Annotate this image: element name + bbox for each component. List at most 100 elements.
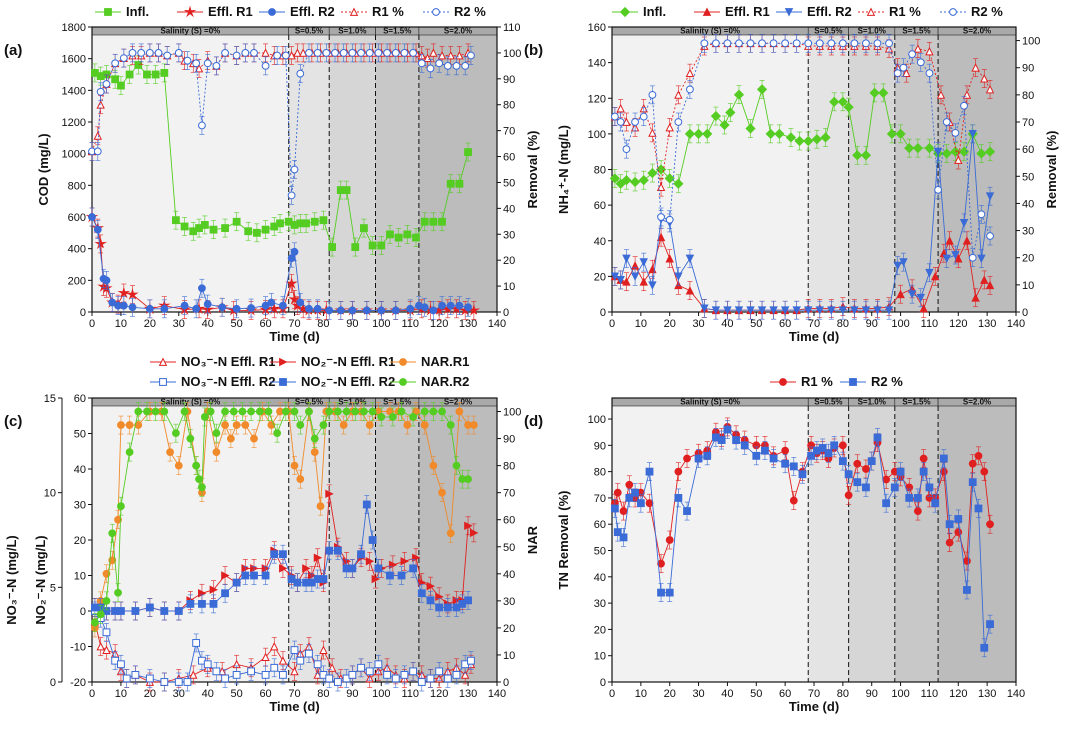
panel-3-data-point <box>232 421 241 429</box>
panel-2-data-point <box>980 74 989 83</box>
panel-1-data-point <box>241 49 250 57</box>
panel-3-legend-entry: NAR.R1 <box>390 354 469 369</box>
panel-4-data-point <box>913 507 922 515</box>
panel-2-data-point <box>616 103 625 113</box>
panel-3-x-axis-label: Time (d) <box>269 699 319 714</box>
panel-3-data-point <box>296 656 305 665</box>
panel-3-data-point <box>189 670 198 679</box>
panel-3-data-point <box>270 663 279 672</box>
panel-3-data-point <box>362 500 371 509</box>
panel-4-data-point <box>625 494 634 502</box>
panel-1-y-tick-label: 200 <box>68 275 86 287</box>
panel-3-data-point <box>238 407 247 416</box>
panel-1-legend-label: Effl. R2 <box>290 4 335 19</box>
panel-2-data-point <box>685 286 695 295</box>
panel-2-data-point <box>925 268 934 278</box>
panel-3-data-point <box>290 461 299 470</box>
panel-1-data-point <box>218 303 227 312</box>
panel-1-data-point <box>128 303 137 312</box>
panel-4-data-point <box>781 459 790 468</box>
panel-1-data-point <box>134 61 143 69</box>
panel-1-y-tick-label: 1400 <box>62 85 86 97</box>
panel-1-data-point <box>435 59 444 68</box>
panel-3-data-point <box>348 671 357 679</box>
panel-1-data-point <box>455 179 464 188</box>
panel-1-y2-tick-label: 50 <box>503 177 515 189</box>
panel-3-data-point <box>313 553 323 562</box>
panel-4-legend-label: R1 % <box>801 374 833 389</box>
panel-2-data-point <box>827 306 836 315</box>
panel-2-data-point <box>985 192 995 201</box>
panel-3-legend-entry: NO₂⁻-N Effl. R2 <box>270 374 395 389</box>
panel-2-x-tick-label: 40 <box>721 318 733 330</box>
panel-4-x-tick-label: 130 <box>978 688 996 700</box>
panel-1-data-point <box>247 304 256 312</box>
panel-3-data-point <box>96 641 105 651</box>
panel-2-legend-label: Infl. <box>643 4 666 19</box>
panel-4-data-point <box>789 462 798 471</box>
panel-4-data-point <box>974 451 983 460</box>
panel-3-legend-marker <box>158 357 168 366</box>
panel-4-y-tick-label: 90 <box>594 440 606 452</box>
panel-1-legend-marker <box>268 8 276 16</box>
panel-4-data-point <box>974 504 983 513</box>
panel-2-y2-tick-label: 90 <box>1022 63 1034 75</box>
panel-4-data-point <box>873 433 882 442</box>
panel-3-data-point <box>409 413 418 421</box>
panel-3-x-tick-label: 140 <box>488 688 506 700</box>
panel-1-legend-entry: R2 % <box>423 4 486 19</box>
panel-3-legend-marker <box>399 378 407 386</box>
panel-4-data-point <box>862 483 870 492</box>
panel-2-data-point <box>657 213 665 221</box>
panel-1-data-point <box>102 276 111 285</box>
panel-3-data-point <box>368 536 377 544</box>
panel-1-segment-label: S=1.0% <box>338 27 366 36</box>
panel-4-data-point <box>980 643 989 652</box>
panel-3-data-point <box>313 670 322 679</box>
panel-3-data-point <box>316 502 325 511</box>
panel-1-data-point <box>96 100 105 109</box>
panel-2-data-point <box>924 143 935 154</box>
panel-4-data-point <box>781 446 790 455</box>
panel-3-data-point <box>360 407 368 416</box>
panel-4-data-point <box>717 436 726 444</box>
panel-2-series-3 <box>610 124 995 320</box>
panel-1-data-point <box>183 56 192 65</box>
panel-4-data-point <box>613 488 622 497</box>
panel-1-y2-tick-label: 10 <box>503 281 515 293</box>
panel-3-data-point <box>114 588 122 597</box>
panel-2-data-point <box>934 185 942 194</box>
panel-2-data-point <box>976 148 987 159</box>
panel-1-data-point <box>313 304 322 313</box>
panel-3-data-point <box>313 660 322 669</box>
panel-3-legend-entry: NO₃⁻-N Effl. R1 <box>150 354 276 369</box>
panel-3-data-point <box>90 618 99 627</box>
panel-2-legend-marker <box>702 7 712 16</box>
panel-3-data-point <box>464 521 473 531</box>
panel-1-x-tick-label: 50 <box>231 318 243 330</box>
panel-1-data-point <box>377 306 386 315</box>
panel-1-data-point <box>194 63 204 73</box>
panel-2-legend-entry: R1 % <box>858 4 921 19</box>
panel-2-data-point <box>648 128 657 137</box>
panel-1-y-tick-label: 600 <box>68 212 86 224</box>
panel-1-x-tick-label: 130 <box>459 318 477 330</box>
panel-4-segment-bg <box>612 398 809 682</box>
panel-2-data-point <box>916 58 925 67</box>
panel-4-data-point <box>882 499 891 508</box>
panel-3-data-point <box>388 413 397 421</box>
panel-3-data-point <box>339 421 348 429</box>
panel-1-legend-entry: Effl. R2 <box>259 4 335 19</box>
panel-2-data-point <box>756 84 768 95</box>
panel-4-data-point <box>945 538 954 547</box>
panel-1-data-point <box>455 301 464 310</box>
panel-2-data-point <box>638 175 649 186</box>
panel-1-legend-marker <box>104 8 112 16</box>
panel-3-data-point <box>348 564 357 573</box>
panel-4-data-point <box>968 459 977 468</box>
panel-2-data-point <box>904 143 915 154</box>
panel-4-segment-label: Salinity (S) =0% <box>680 398 740 407</box>
panel-2-data-point <box>925 46 934 56</box>
panel-3-data-point <box>209 600 218 608</box>
panel-2-data-point <box>665 215 674 224</box>
